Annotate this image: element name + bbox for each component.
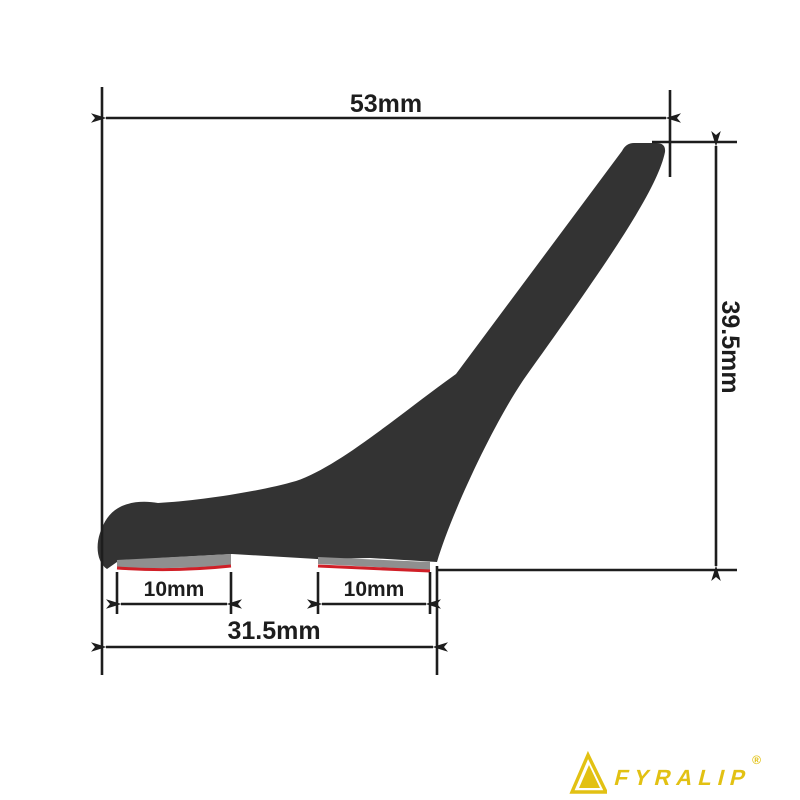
- adhesive-tape-right-grey: [318, 557, 430, 570]
- dimension-label-tape-right: 10mm: [344, 578, 405, 601]
- brand-name: FYRALIP: [611, 765, 755, 790]
- dimension-label-bottom-width: 31.5mm: [227, 617, 320, 645]
- dimension-bottom-width: 31.5mm: [91, 617, 448, 652]
- brand-logo: FYRALIP ®: [567, 746, 797, 796]
- dimension-label-right-height: 39.5mm: [716, 300, 744, 393]
- dimension-top-width: 53mm: [91, 90, 681, 123]
- adhesive-tape-right-red: [317, 564, 431, 573]
- dimension-tape-left: 10mm: [106, 578, 242, 609]
- dimension-label-top-width: 53mm: [350, 90, 422, 118]
- brand-triangle-icon: [569, 750, 607, 794]
- dimension-right-height: 39.5mm: [711, 131, 744, 581]
- adhesive-tape-left-grey: [117, 554, 231, 569]
- dimension-tape-right: 10mm: [307, 578, 441, 609]
- spoiler-profile-shape: [97, 143, 666, 569]
- adhesive-tape-left-red: [116, 564, 232, 572]
- dimension-label-tape-left: 10mm: [144, 578, 205, 601]
- registered-trademark-icon: ®: [752, 753, 761, 767]
